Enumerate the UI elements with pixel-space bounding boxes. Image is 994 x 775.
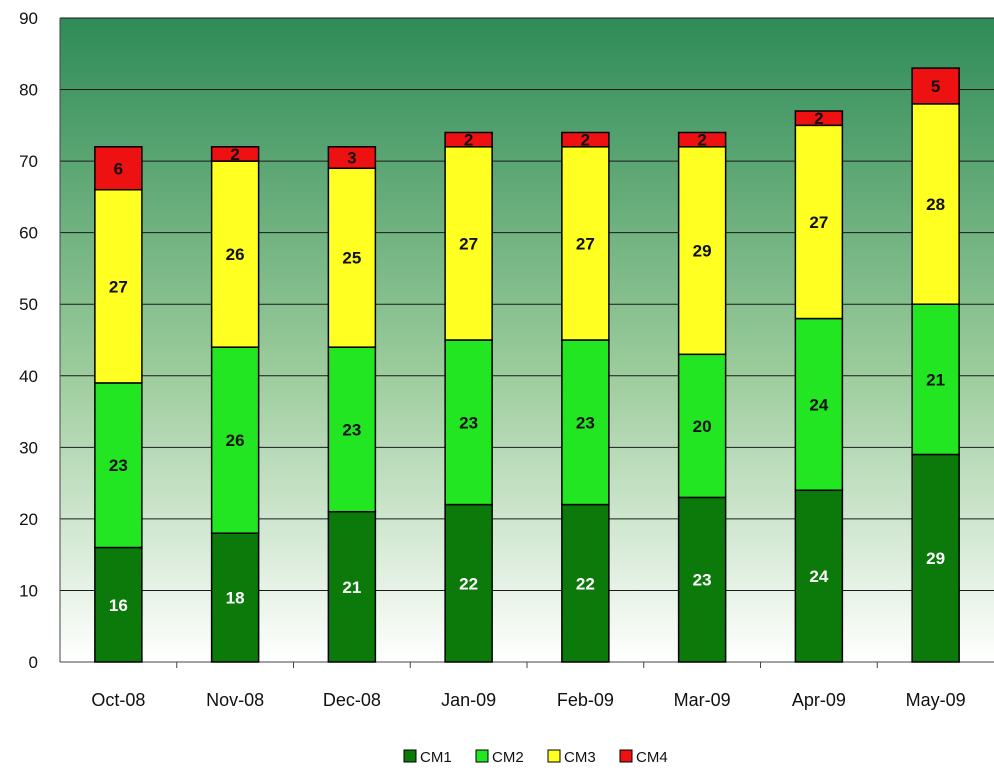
legend-swatch xyxy=(619,749,633,763)
y-axis: 0 10 20 30 40 50 60 70 80 90 xyxy=(19,9,61,672)
x-tick-label: Oct-08 xyxy=(91,690,145,710)
bar-segment-cm4 xyxy=(94,146,143,191)
legend-swatch xyxy=(475,749,489,763)
x-tick-label: Jan-09 xyxy=(441,690,496,710)
bar-segment-cm1 xyxy=(327,510,377,663)
data-label: 2 xyxy=(230,145,239,164)
bar-segment-cm4 xyxy=(911,67,960,105)
data-labels: 1623276182626221232532223272222327223202… xyxy=(109,77,945,615)
bar-segment-cm4 xyxy=(794,110,844,127)
bar-segment-cm2 xyxy=(210,346,260,534)
data-label: 26 xyxy=(226,431,245,450)
data-label: 20 xyxy=(693,417,712,436)
data-label: 27 xyxy=(109,277,128,296)
data-label: 22 xyxy=(459,574,478,593)
bar-segment-cm4 xyxy=(327,146,377,170)
y-tick-label: 70 xyxy=(19,152,38,171)
data-label: 25 xyxy=(342,249,361,268)
data-label: 3 xyxy=(347,149,356,168)
bar-segment-cm1 xyxy=(561,503,610,663)
bar-segment-cm2 xyxy=(677,353,727,499)
data-label: 23 xyxy=(109,456,128,475)
data-label: 26 xyxy=(226,245,245,264)
data-label: 27 xyxy=(459,234,478,253)
data-label: 27 xyxy=(809,213,828,232)
x-tick-label: Nov-08 xyxy=(206,690,264,710)
bar-segment-cm2 xyxy=(911,303,960,456)
x-tick-label: Mar-09 xyxy=(674,690,731,710)
x-axis: Oct-08 Nov-08 Dec-08 Jan-09 Feb-09 Mar-09 Apr-… xyxy=(60,661,994,710)
legend: CM1 CM2 CM3 CM4 xyxy=(403,749,668,766)
legend-label: CM3 xyxy=(564,749,596,766)
data-label: 18 xyxy=(226,589,245,608)
bar-segment-cm4 xyxy=(561,131,610,148)
bar-segment-cm3 xyxy=(911,103,960,305)
bar-segment-cm2 xyxy=(444,339,493,506)
bars xyxy=(94,67,960,663)
bar-segment-cm2 xyxy=(327,346,377,513)
x-tick-label: Apr-09 xyxy=(792,690,846,710)
data-label: 2 xyxy=(464,131,473,150)
data-label: 29 xyxy=(693,242,712,261)
bar-segment-cm3 xyxy=(794,124,844,320)
bar-segment-cm3 xyxy=(327,167,377,348)
data-label: 2 xyxy=(697,131,706,150)
bar-segment-cm3 xyxy=(210,160,260,348)
legend-label: CM1 xyxy=(420,749,452,766)
data-label: 23 xyxy=(693,571,712,590)
bar-segment-cm1 xyxy=(210,532,260,663)
y-tick-label: 40 xyxy=(19,367,38,386)
x-tick-label: May-09 xyxy=(906,690,966,710)
y-tick-label: 10 xyxy=(19,581,38,600)
plot-background xyxy=(60,18,994,662)
y-tick-label: 60 xyxy=(19,224,38,243)
bar-segment-cm4 xyxy=(444,131,493,148)
legend-label: CM4 xyxy=(636,749,668,766)
data-label: 2 xyxy=(581,131,590,150)
x-tick-label: Feb-09 xyxy=(557,690,614,710)
y-tick-label: 50 xyxy=(19,295,38,314)
data-label: 5 xyxy=(931,77,940,96)
data-label: 21 xyxy=(926,370,945,389)
data-label: 16 xyxy=(109,596,128,615)
y-tick-label: 0 xyxy=(29,653,38,672)
x-tick-label: Dec-08 xyxy=(323,690,381,710)
legend-swatch xyxy=(547,749,561,763)
data-label: 28 xyxy=(926,195,945,214)
data-label: 24 xyxy=(809,395,828,414)
data-label: 23 xyxy=(576,413,595,432)
legend-label: CM2 xyxy=(492,749,524,766)
y-tick-label: 30 xyxy=(19,438,38,457)
bar-segment-cm4 xyxy=(210,146,260,162)
legend-swatch xyxy=(403,749,417,763)
data-label: 6 xyxy=(114,159,123,178)
y-tick-label: 80 xyxy=(19,81,38,100)
data-label: 22 xyxy=(576,574,595,593)
bar-segment-cm3 xyxy=(677,146,727,356)
data-label: 27 xyxy=(576,234,595,253)
bar-segment-cm3 xyxy=(444,146,493,341)
bar-segment-cm1 xyxy=(911,453,960,663)
data-label: 23 xyxy=(459,413,478,432)
data-label: 24 xyxy=(809,567,828,586)
data-label: 2 xyxy=(814,109,823,128)
y-tick-label: 20 xyxy=(19,510,38,529)
y-tick-label: 90 xyxy=(19,9,38,28)
data-label: 21 xyxy=(342,578,361,597)
bar-segment-cm2 xyxy=(561,339,610,506)
data-label: 29 xyxy=(926,549,945,568)
bar-segment-cm3 xyxy=(561,146,610,341)
data-label: 23 xyxy=(342,420,361,439)
bar-segment-cm4 xyxy=(677,131,727,148)
